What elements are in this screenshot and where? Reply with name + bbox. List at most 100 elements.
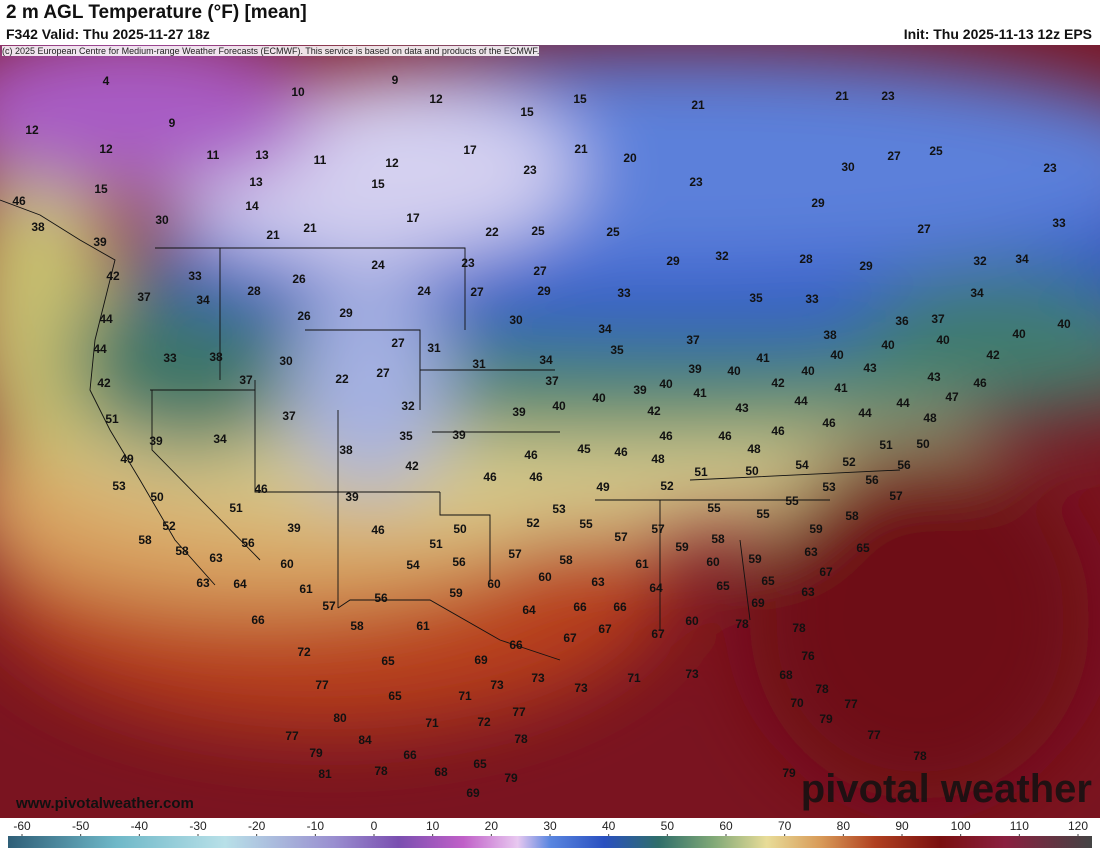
temperature-label: 58: [845, 509, 859, 523]
temperature-label: 64: [233, 577, 247, 591]
temperature-label: 38: [823, 328, 837, 342]
temperature-label: 46: [254, 482, 268, 496]
temperature-label: 41: [693, 386, 707, 400]
temperature-label: 56: [241, 536, 255, 550]
temperature-label: 15: [94, 182, 108, 196]
temperature-label: 78: [374, 764, 388, 778]
temperature-label: 31: [427, 341, 441, 355]
map-title: 2 m AGL Temperature (°F) [mean]: [6, 2, 307, 23]
temperature-label: 22: [335, 372, 349, 386]
temperature-label: 57: [889, 489, 903, 503]
temperature-label: 77: [512, 705, 526, 719]
temperature-label: 33: [617, 286, 631, 300]
temperature-label: 40: [881, 338, 895, 352]
colorbar-tick-label: 110: [1010, 819, 1029, 833]
temperature-label: 40: [552, 399, 566, 413]
temperature-label: 31: [472, 357, 486, 371]
temperature-label: 23: [689, 175, 703, 189]
temperature-label: 73: [574, 681, 588, 695]
temperature-label: 40: [659, 377, 673, 391]
temperature-label: 61: [416, 619, 430, 633]
colorbar-tick-label: -10: [307, 819, 325, 833]
temperature-label: 63: [804, 545, 818, 559]
colorbar-tick-label: 30: [543, 819, 557, 833]
temperature-label: 23: [523, 163, 537, 177]
temperature-label: 64: [522, 603, 536, 617]
temperature-label: 57: [651, 522, 665, 536]
temperature-label: 39: [512, 405, 526, 419]
temperature-label: 39: [688, 362, 702, 376]
colorbar-tick-label: 0: [371, 819, 378, 833]
temperature-label: 42: [106, 269, 120, 283]
temperature-label: 11: [207, 148, 220, 162]
temperature-label: 50: [453, 522, 467, 536]
temperature-label: 57: [614, 530, 628, 544]
temperature-label: 15: [573, 92, 587, 106]
temperature-label: 21: [835, 89, 849, 103]
temperature-label: 39: [345, 490, 359, 504]
temperature-label: 25: [929, 144, 943, 158]
temperature-label: 60: [538, 570, 552, 584]
temperature-label: 65: [473, 757, 487, 771]
temperature-label: 10: [291, 85, 305, 99]
logo: pivotal weather: [801, 767, 1092, 811]
temperature-label: 26: [292, 272, 306, 286]
temperature-label: 79: [309, 746, 323, 760]
temperature-label: 46: [659, 429, 673, 443]
temperature-label: 58: [711, 532, 725, 546]
temperature-field: [0, 45, 1100, 818]
temperature-label: 66: [403, 748, 417, 762]
temperature-label: 63: [591, 575, 605, 589]
temperature-label: 77: [315, 678, 329, 692]
temperature-label: 70: [790, 696, 804, 710]
temperature-label: 52: [526, 516, 540, 530]
temperature-label: 33: [163, 351, 177, 365]
temperature-label: 53: [822, 480, 836, 494]
colorbar-tick-label: -60: [13, 819, 31, 833]
temperature-label: 72: [297, 645, 311, 659]
temperature-label: 78: [735, 617, 749, 631]
temperature-label: 57: [508, 547, 522, 561]
temperature-label: 23: [1043, 161, 1057, 175]
temperature-label: 55: [579, 517, 593, 531]
temperature-label: 50: [150, 490, 164, 504]
temperature-label: 48: [651, 452, 665, 466]
temperature-label: 78: [514, 732, 528, 746]
temperature-label: 27: [887, 149, 901, 163]
temperature-label: 78: [792, 621, 806, 635]
temperature-label: 42: [986, 348, 1000, 362]
temperature-label: 42: [771, 376, 785, 390]
temperature-label: 58: [138, 533, 152, 547]
temperature-label: 78: [815, 682, 829, 696]
temperature-label: 21: [303, 221, 317, 235]
temperature-label: 52: [842, 455, 856, 469]
temperature-label: 40: [1057, 317, 1071, 331]
temperature-label: 27: [391, 336, 405, 350]
temperature-label: 13: [249, 175, 263, 189]
temperature-label: 77: [867, 728, 881, 742]
temperature-label: 36: [895, 314, 909, 328]
temperature-label: 43: [927, 370, 941, 384]
temperature-label: 43: [863, 361, 877, 375]
colorbar-tick-label: -40: [131, 819, 149, 833]
temperature-label: 46: [973, 376, 987, 390]
temperature-label: 51: [694, 465, 708, 479]
temperature-label: 79: [504, 771, 518, 785]
temperature-label: 12: [99, 142, 113, 156]
temperature-label: 47: [945, 390, 959, 404]
temperature-label: 46: [371, 523, 385, 537]
temperature-label: 66: [509, 638, 523, 652]
colorbar-tick-label: -30: [189, 819, 207, 833]
colorbar-tick-label: 40: [602, 819, 616, 833]
temperature-label: 42: [405, 459, 419, 473]
temperature-label: 63: [209, 551, 223, 565]
temperature-label: 69: [474, 653, 488, 667]
temperature-label: 23: [881, 89, 895, 103]
temperature-label: 34: [1015, 252, 1029, 266]
temperature-label: 66: [251, 613, 265, 627]
temperature-label: 50: [916, 437, 930, 451]
temperature-label: 35: [610, 343, 624, 357]
temperature-label: 78: [913, 749, 927, 763]
temperature-label: 33: [188, 269, 202, 283]
temperature-label: 73: [685, 667, 699, 681]
